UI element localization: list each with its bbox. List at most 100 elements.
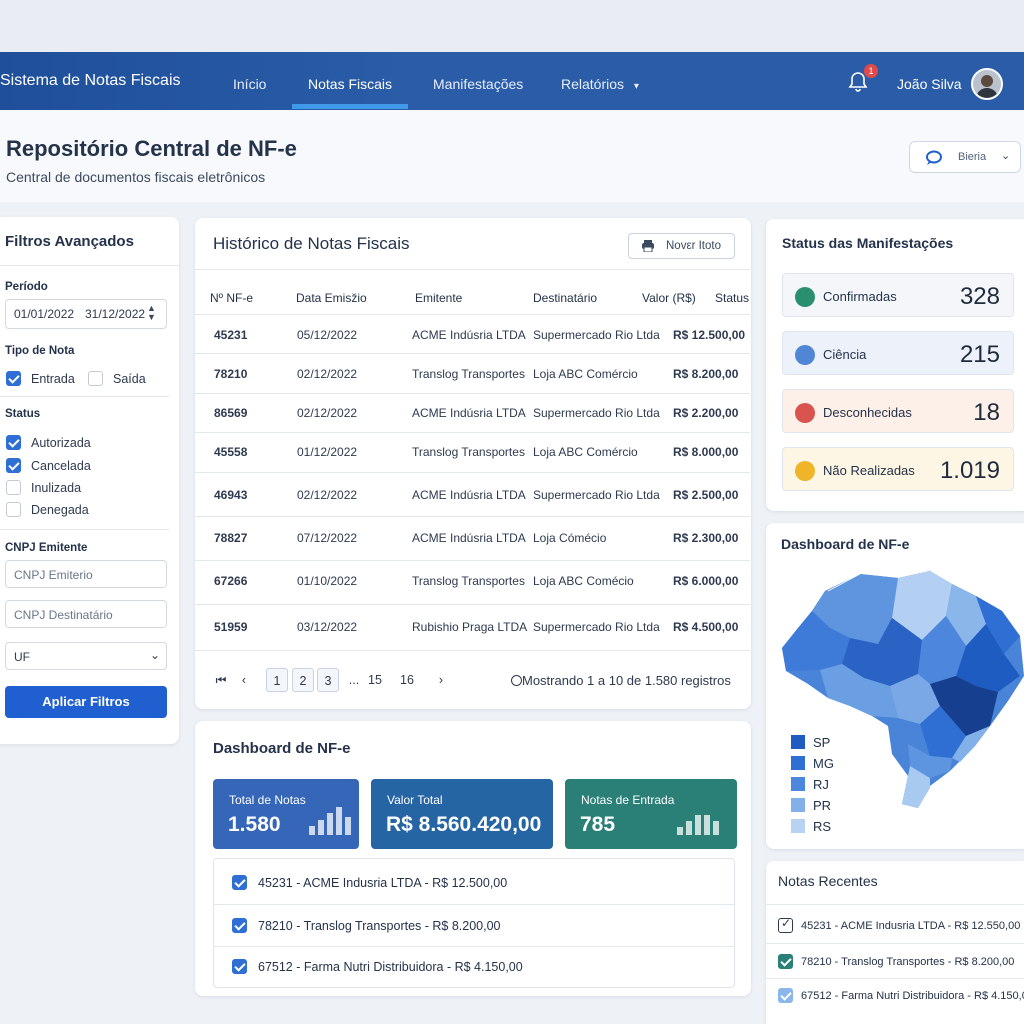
cell-nf: 67266: [214, 574, 248, 588]
cell-valor: R$ 12.500,00: [673, 328, 746, 342]
cell-nf: 51959: [214, 620, 248, 634]
nav-relatorios[interactable]: Relatórios ▾: [561, 76, 639, 92]
checkbox-inutilizada[interactable]: [6, 480, 21, 495]
divider: [195, 393, 750, 394]
page-15[interactable]: 15: [368, 673, 382, 687]
checkbox-entrada-label: Entrada: [31, 372, 75, 386]
apply-filters-button[interactable]: Aplicar Filtros: [5, 686, 167, 718]
divider: [195, 604, 750, 605]
nav-notas-fiscais[interactable]: Notas Fiscais: [308, 76, 393, 92]
chat-icon: [926, 150, 942, 165]
list-checkbox[interactable]: [232, 875, 247, 890]
status-title: Status das Manifestações: [782, 235, 954, 251]
kpi-value: 785: [580, 813, 616, 836]
col-data[interactable]: Data Emisžio: [296, 291, 367, 305]
lock-icon: [795, 345, 815, 365]
printer-icon: [642, 240, 654, 252]
new-note-button[interactable]: Novεr Itoto: [628, 233, 735, 259]
header-dropdown-label: Bieria: [958, 151, 987, 163]
bell-icon[interactable]: [846, 70, 870, 94]
recent-item[interactable]: 67512 - Farma Nutri Distribuidora - R$ 4…: [801, 990, 1024, 1002]
legend-label: PR: [813, 798, 832, 813]
user-name[interactable]: João Silva: [897, 76, 962, 92]
brazil-map[interactable]: [780, 566, 1024, 811]
list-item[interactable]: 67512 - Farma Nutri Distribuidora - R$ 4…: [258, 960, 523, 974]
page-16[interactable]: 16: [400, 673, 414, 687]
list-checkbox[interactable]: [232, 918, 247, 933]
uf-select[interactable]: UF ⌄: [5, 642, 167, 670]
navbar: Sistema de Notas Fiscais Início Notas Fi…: [0, 52, 1024, 110]
checkbox-autorizada[interactable]: [6, 435, 21, 450]
col-nf[interactable]: Nº NF-e: [210, 291, 254, 305]
next-page-icon[interactable]: ›: [438, 673, 444, 687]
recent-checkbox[interactable]: [778, 988, 793, 1003]
checkbox-saida-label: Saída: [113, 372, 146, 386]
chevron-down-icon: ⌄: [150, 648, 161, 662]
cell-nf: 86569: [214, 406, 248, 420]
cell-destinatario: Loja ABC Comécio: [533, 574, 634, 588]
cell-destinatario: Supermercado Rio Ltda: [533, 406, 660, 420]
status-item-label: Não Realizadas: [823, 463, 915, 478]
cell-valor: R$ 2.300,00: [673, 531, 739, 545]
header-dropdown[interactable]: Bieria ⌄: [909, 141, 1021, 173]
checkbox-entrada[interactable]: [6, 371, 21, 386]
divider: [213, 946, 735, 947]
status-item[interactable]: Desconhecidas 18: [782, 389, 1014, 433]
period-date-range[interactable]: 01/01/2022 31/12/2022 ▲ ▼: [5, 299, 167, 329]
cell-date: 02/12/2022: [297, 406, 358, 420]
cell-date: 02/12/2022: [297, 488, 358, 502]
cell-emitente: ACME Indúsria LTDA: [412, 406, 526, 420]
page-3[interactable]: 3: [317, 668, 339, 692]
prev-page-icon[interactable]: ‹: [241, 673, 247, 687]
cell-emitente: Rubishio Praga LTDA: [412, 620, 528, 634]
cnpj-destinatario-input[interactable]: CNPJ Destinatário: [5, 600, 167, 628]
recent-checkbox[interactable]: ✓: [778, 916, 793, 933]
list-checkbox[interactable]: [232, 959, 247, 974]
cnpj-emitente-input[interactable]: CNPJ Emiterio: [5, 560, 167, 588]
status-item[interactable]: Não Realizadas 1.019: [782, 447, 1014, 491]
cell-date: 07/12/2022: [297, 531, 358, 545]
recent-checkbox[interactable]: [778, 954, 793, 969]
checkbox-denegada[interactable]: [6, 502, 21, 517]
list-item[interactable]: 78210 - Translog Transportes - R$ 8.200,…: [258, 919, 501, 933]
legend-swatch: [791, 777, 805, 791]
avatar[interactable]: [971, 68, 1003, 100]
status-item-label: Confirmadas: [823, 289, 897, 304]
cnpj-emitente-placeholder: CNPJ Emiterio: [14, 568, 93, 582]
checkbox-inutilizada-label: Inulizada: [31, 481, 82, 495]
divider: [766, 943, 1024, 944]
checkbox-cancelada-label: Cancelada: [31, 459, 91, 473]
cell-emitente: ACME Indúsria LTDA: [412, 328, 526, 342]
cell-valor: R$ 2.200,00: [673, 406, 739, 420]
nav-manifestacoes[interactable]: Manifestações: [433, 76, 524, 92]
page-2[interactable]: 2: [292, 668, 314, 692]
col-status[interactable]: Status: [715, 291, 750, 305]
recent-item[interactable]: 78210 - Translog Transportes - R$ 8.200,…: [801, 956, 1015, 968]
history-title: Histórico de Notas Fiscais: [213, 234, 410, 253]
legend-swatch: [791, 735, 805, 749]
checkbox-saida[interactable]: [88, 371, 103, 386]
clock-icon: [795, 461, 815, 481]
status-item[interactable]: Confirmadas 328: [782, 273, 1014, 317]
col-valor[interactable]: Valor (R$): [642, 291, 696, 305]
cell-date: 01/10/2022: [297, 574, 358, 588]
col-emitente[interactable]: Emitente: [415, 291, 463, 305]
col-destinatario[interactable]: Destinatário: [533, 291, 598, 305]
history-card: [195, 218, 751, 709]
legend-swatch: [791, 819, 805, 833]
page-1[interactable]: 1: [266, 668, 288, 692]
cell-emitente: ACME Indúsria LTDA: [412, 531, 526, 545]
kpi-value: R$ 8.560.420,00: [386, 813, 542, 836]
first-page-icon[interactable]: ⏮: [215, 673, 227, 687]
status-item[interactable]: Ciência 215: [782, 331, 1014, 375]
recent-item[interactable]: 45231 - ACME Indusria LTDA - R$ 12.550,0…: [801, 920, 1021, 932]
checkbox-cancelada[interactable]: [6, 458, 21, 473]
nav-inicio[interactable]: Início: [233, 76, 267, 92]
check-icon: ✓: [781, 916, 792, 930]
dashboard-list: [213, 858, 735, 988]
cell-nf: 45558: [214, 445, 248, 459]
list-item[interactable]: 45231 - ACME Indusria LTDA - R$ 12.500,0…: [258, 876, 508, 890]
top-strip: [0, 0, 1024, 52]
recent-card: [766, 861, 1024, 1024]
recent-title: Notas Recentes: [778, 873, 878, 889]
